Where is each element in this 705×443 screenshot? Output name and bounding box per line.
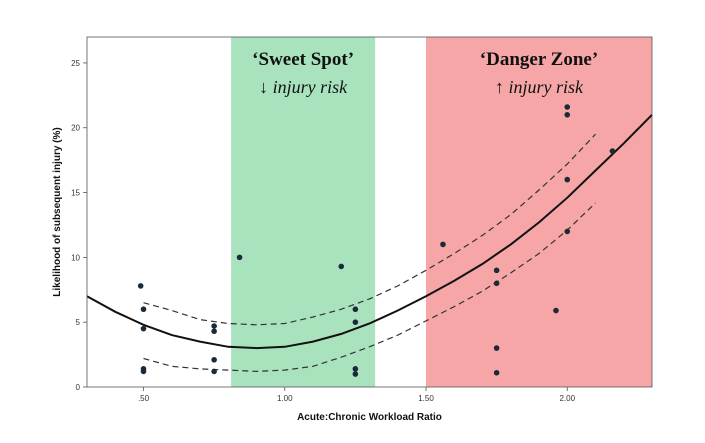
- zone-title-1: ‘Danger Zone’: [480, 49, 598, 70]
- zone-band-0: [231, 37, 376, 387]
- data-point-16: [493, 267, 500, 274]
- zones-layer: [231, 37, 652, 387]
- y-tick-label-5: 25: [71, 59, 80, 68]
- data-point-17: [493, 280, 500, 287]
- plot-frame: [86, 36, 653, 388]
- axes-layer: .50 1.00 1.50 2.00 0 5 10 15 20 25: [71, 36, 653, 403]
- data-point-11: [352, 306, 359, 313]
- x-tick-label-2: 1.50: [418, 394, 434, 403]
- x-axis-title: Acute:Chronic Workload Ratio: [297, 412, 442, 423]
- data-point-1: [140, 306, 147, 313]
- data-point-8: [211, 368, 217, 375]
- y-tick-label-4: 20: [71, 124, 80, 133]
- lower-confidence-line: [143, 202, 596, 373]
- y-tick-label-0: 0: [76, 383, 81, 392]
- zone-title-0: ‘Sweet Spot’: [252, 49, 354, 70]
- data-point-22: [564, 111, 571, 118]
- y-tick-label-2: 10: [71, 253, 80, 262]
- data-points-layer: [137, 104, 616, 377]
- data-point-7: [211, 356, 217, 363]
- y-tick-label-1: 5: [76, 318, 81, 327]
- zone-band-1: [426, 37, 652, 387]
- data-point-12: [352, 319, 359, 325]
- y-tick-label-3: 15: [71, 189, 80, 198]
- data-point-24: [564, 228, 571, 235]
- x-tick-label-1: 1.00: [277, 394, 293, 403]
- data-point-10: [338, 263, 345, 270]
- upper-confidence-line: [143, 133, 596, 326]
- zone-subtitle-0: ↓ injury risk: [259, 77, 348, 97]
- data-point-5: [211, 323, 217, 329]
- data-point-20: [553, 307, 559, 314]
- data-point-18: [493, 345, 500, 351]
- data-point-0: [137, 283, 144, 289]
- x-tick-label-0: .50: [138, 394, 150, 403]
- data-point-13: [352, 366, 359, 372]
- data-point-14: [352, 371, 359, 377]
- data-point-15: [440, 241, 446, 248]
- data-point-23: [564, 176, 571, 183]
- data-point-2: [140, 325, 147, 332]
- data-point-4: [140, 368, 147, 375]
- data-point-25: [609, 148, 616, 154]
- zone-subtitle-1: ↑ injury risk: [495, 77, 584, 97]
- x-tick-label-3: 2.00: [559, 394, 575, 403]
- fit-curve: [86, 114, 653, 350]
- data-point-21: [564, 104, 571, 110]
- zone-labels-layer: ‘Sweet Spot’ ↓ injury risk ‘Danger Zone’ ↑ …: [252, 49, 598, 97]
- y-axis-title: Likelihood of subsequent injury (%): [52, 127, 63, 296]
- fit-lines-layer: [86, 114, 653, 373]
- data-point-6: [211, 328, 217, 335]
- data-point-9: [236, 254, 243, 261]
- data-point-19: [493, 369, 500, 376]
